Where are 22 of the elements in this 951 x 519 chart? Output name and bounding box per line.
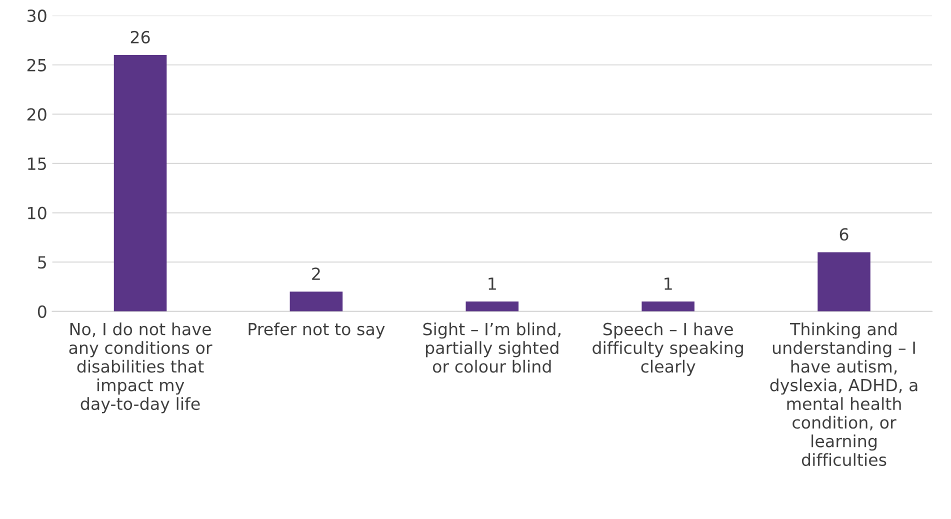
- bar: [290, 292, 343, 312]
- x-tick-label: Thinking and understanding – I have autism, dyslexia, ADHD, a mental health condition, or learning difficulties: [770, 322, 918, 466]
- y-tick-label: 5: [38, 256, 46, 269]
- y-tick-label: 25: [27, 58, 46, 72]
- data-label: 1: [488, 278, 496, 290]
- data-label: 1: [664, 278, 672, 290]
- x-tick-label: No, I do not have any conditions or disabilities that impact my day-to-day life: [69, 322, 212, 414]
- x-tick-label: Prefer not to say: [248, 322, 385, 339]
- y-tick-label: 15: [28, 158, 46, 170]
- bar: [818, 252, 870, 312]
- y-tick-label: 20: [27, 108, 46, 121]
- y-tick-label: 10: [28, 206, 46, 220]
- data-label: 6: [840, 228, 848, 241]
- x-tick-label: Speech – I have difficulty speaking clearly: [592, 322, 743, 376]
- bar: [642, 302, 694, 312]
- x-tick-label: Sight – I’m blind, partially sighted or colour blind: [423, 322, 560, 373]
- bar: [114, 55, 167, 312]
- data-label: 2: [312, 268, 320, 280]
- bar: [466, 302, 519, 312]
- y-tick-label: 30: [28, 10, 46, 22]
- y-tick-label: 0: [38, 305, 46, 318]
- data-label: 26: [130, 30, 150, 44]
